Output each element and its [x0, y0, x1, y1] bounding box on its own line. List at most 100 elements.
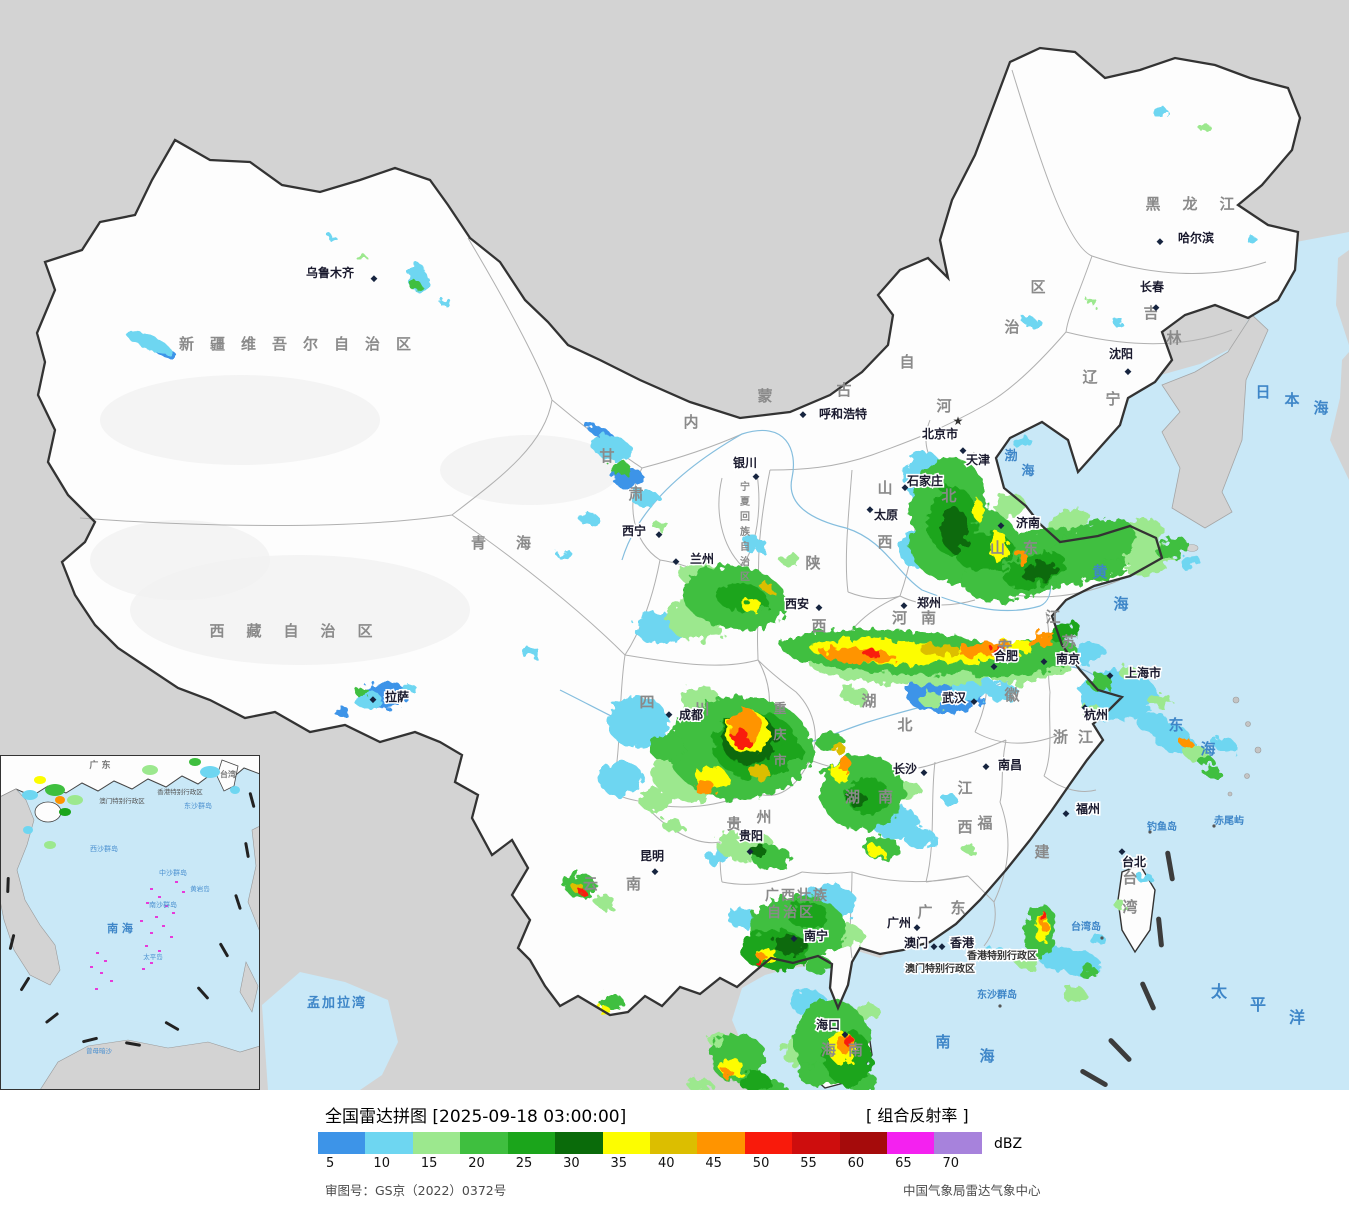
- radar-echo: [831, 743, 845, 753]
- radar-echo: [650, 734, 686, 762]
- radar-echo: [1152, 107, 1168, 117]
- radar-echo: [1087, 298, 1097, 306]
- radar-echo: [608, 696, 668, 748]
- radar-echo: [595, 895, 615, 909]
- dbz-swatch: [839, 1132, 888, 1154]
- bay-of-bengal-area: [262, 972, 398, 1090]
- radar-echo: [841, 686, 869, 704]
- inset-island-mark: [158, 896, 161, 898]
- small-island-dot: [998, 1004, 1002, 1008]
- dbz-tick: 35: [610, 1156, 628, 1171]
- radar-echo: [780, 554, 800, 566]
- province-label: 云南: [583, 875, 669, 893]
- inset-island-mark: [182, 891, 185, 893]
- map-title: 全国雷达拼图 [2025-09-18 03:00:00]: [325, 1107, 627, 1127]
- radar-echo: [799, 1064, 831, 1086]
- radar-echo: [410, 279, 420, 291]
- sea-label: 黄: [1092, 563, 1107, 581]
- inset-radar-echo: [200, 766, 220, 778]
- province-label: 湖: [861, 692, 876, 710]
- inset-island-mark: [110, 980, 113, 982]
- province-label: 市: [773, 753, 786, 769]
- city-marker-icon: ◆: [901, 601, 908, 611]
- sea-label: 赤尾屿: [1214, 814, 1244, 827]
- province-label: 北: [941, 487, 956, 505]
- radar-echo: [959, 641, 1011, 657]
- province-label: 海南: [821, 1041, 875, 1059]
- sea-label: 本: [1284, 391, 1299, 409]
- province-label: 徽: [1003, 686, 1020, 704]
- dbz-swatch: [412, 1132, 461, 1154]
- dbz-swatch: [934, 1132, 982, 1154]
- province-label: 台: [1122, 869, 1137, 887]
- sea-label: 孟加拉湾: [307, 995, 367, 1011]
- province-label: 江: [1045, 608, 1060, 626]
- china-landmass: [37, 48, 1300, 1015]
- sar-label: 香港特别行政区: [967, 949, 1037, 962]
- city-label: 武汉: [942, 690, 967, 705]
- radar-echo: [755, 959, 761, 965]
- inset-radar-echo: [22, 790, 38, 800]
- inset-island-mark: [104, 960, 107, 962]
- dash-segment: [1080, 1069, 1108, 1087]
- radar-echo: [439, 298, 451, 306]
- dbz-tick: 5: [326, 1156, 335, 1171]
- province-label: 州: [755, 808, 771, 826]
- radar-echo: [739, 1072, 771, 1090]
- city-marker-icon: ◆: [991, 662, 998, 672]
- inset-borneo: [39, 1039, 260, 1090]
- dbz-tick-labels: 5 10 15 20 25 30 35 40 45 50 55 60 65 70: [318, 1156, 982, 1171]
- radar-echo: [920, 644, 960, 656]
- radar-echo: [631, 489, 659, 507]
- province-label: 苏: [1061, 633, 1076, 651]
- dash-segment: [1140, 981, 1156, 1011]
- province-label: 福: [976, 814, 992, 832]
- city-marker-icon: ◆: [998, 521, 1005, 531]
- city-label: 郑州: [917, 595, 941, 610]
- province-label-vertical: 治: [740, 555, 750, 568]
- inset-hainan: [34, 801, 62, 823]
- city-marker-icon: ◆: [370, 695, 377, 705]
- province-label: 江: [957, 779, 972, 797]
- ryukyu-island: [1244, 773, 1250, 779]
- jeju-island: [1185, 544, 1199, 552]
- radar-echo: [520, 647, 540, 657]
- radar-echo: [662, 818, 682, 832]
- city-label: 乌鲁木齐: [306, 265, 355, 280]
- radar-echo: [1090, 558, 1126, 582]
- inset-island-mark: [95, 988, 98, 990]
- city-label: 太原: [874, 507, 898, 522]
- inset-label: 太平岛: [143, 952, 163, 961]
- sea-label: 太: [1210, 982, 1228, 1001]
- province-label: 北: [897, 716, 912, 734]
- small-island-dot: [1148, 830, 1152, 834]
- city-label: 石家庄: [906, 473, 943, 488]
- city-label: 济南: [1016, 515, 1040, 530]
- inset-island-mark: [165, 905, 168, 907]
- city-label: 南昌: [998, 757, 1022, 772]
- province-label: 西藏自治区: [209, 622, 394, 640]
- city-marker-icon: ◆: [1119, 847, 1126, 857]
- province-label-vertical: 族: [740, 525, 751, 538]
- province-label: 广西壮族: [765, 887, 829, 904]
- inset-island-mark: [96, 952, 99, 954]
- legend-panel: 全国雷达拼图 [2025-09-18 03:00:00] [ 组合反射率 ] d…: [0, 1090, 1349, 1208]
- province-label: 贵: [726, 815, 741, 833]
- radar-echo: [1148, 693, 1172, 707]
- dbz-swatch: [744, 1132, 793, 1154]
- radar-echo: [1157, 537, 1187, 559]
- sea-label: 海: [1200, 740, 1215, 758]
- radar-echo: [652, 520, 668, 530]
- japan-landmass: [1336, 250, 1349, 345]
- china-national-border: [35, 46, 1302, 1017]
- radar-echo: [328, 235, 336, 241]
- radar-echo: [590, 435, 634, 461]
- radar-echo: [942, 795, 958, 805]
- dash-segment: [1165, 850, 1175, 882]
- radar-echo: [580, 514, 600, 526]
- radar-echo: [1199, 124, 1211, 132]
- inset-radar-echo: [23, 826, 33, 834]
- province-label: 吉: [1143, 304, 1158, 322]
- city-label: 呼和浩特: [819, 406, 867, 421]
